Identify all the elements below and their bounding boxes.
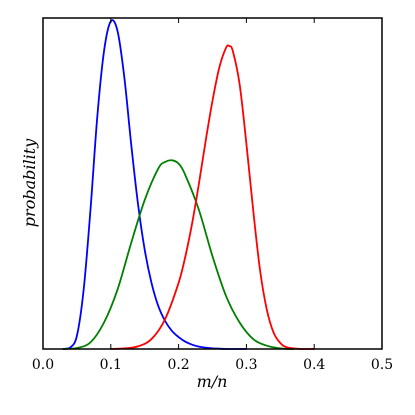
x-axis-label: m/n (197, 372, 228, 391)
x-tick-label-1: 0.1 (100, 357, 122, 373)
y-axis-label: probability (20, 138, 39, 227)
x-tick-label-3: 0.3 (235, 357, 257, 373)
x-tick-label-5: 0.5 (371, 357, 393, 373)
x-tick-label-2: 0.2 (167, 357, 189, 373)
x-tick-label-4: 0.4 (303, 357, 325, 373)
series-line-2 (62, 159, 295, 350)
plot-frame (42, 17, 383, 350)
x-ticks: 0.0 0.1 0.2 0.3 0.4 0.5 (32, 18, 393, 373)
series-layer (62, 19, 316, 350)
series-line-3 (109, 44, 316, 350)
x-tick-label-0: 0.0 (32, 357, 54, 373)
